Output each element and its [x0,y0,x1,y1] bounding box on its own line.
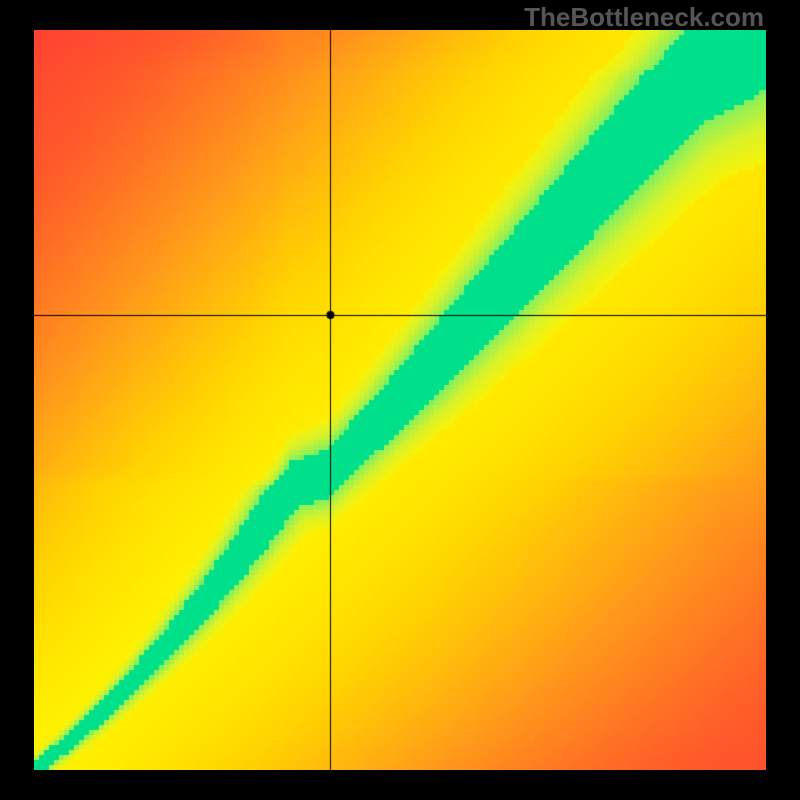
chart-container: TheBottleneck.com [0,0,800,800]
watermark-text: TheBottleneck.com [524,2,764,33]
bottleneck-heatmap [34,30,766,770]
